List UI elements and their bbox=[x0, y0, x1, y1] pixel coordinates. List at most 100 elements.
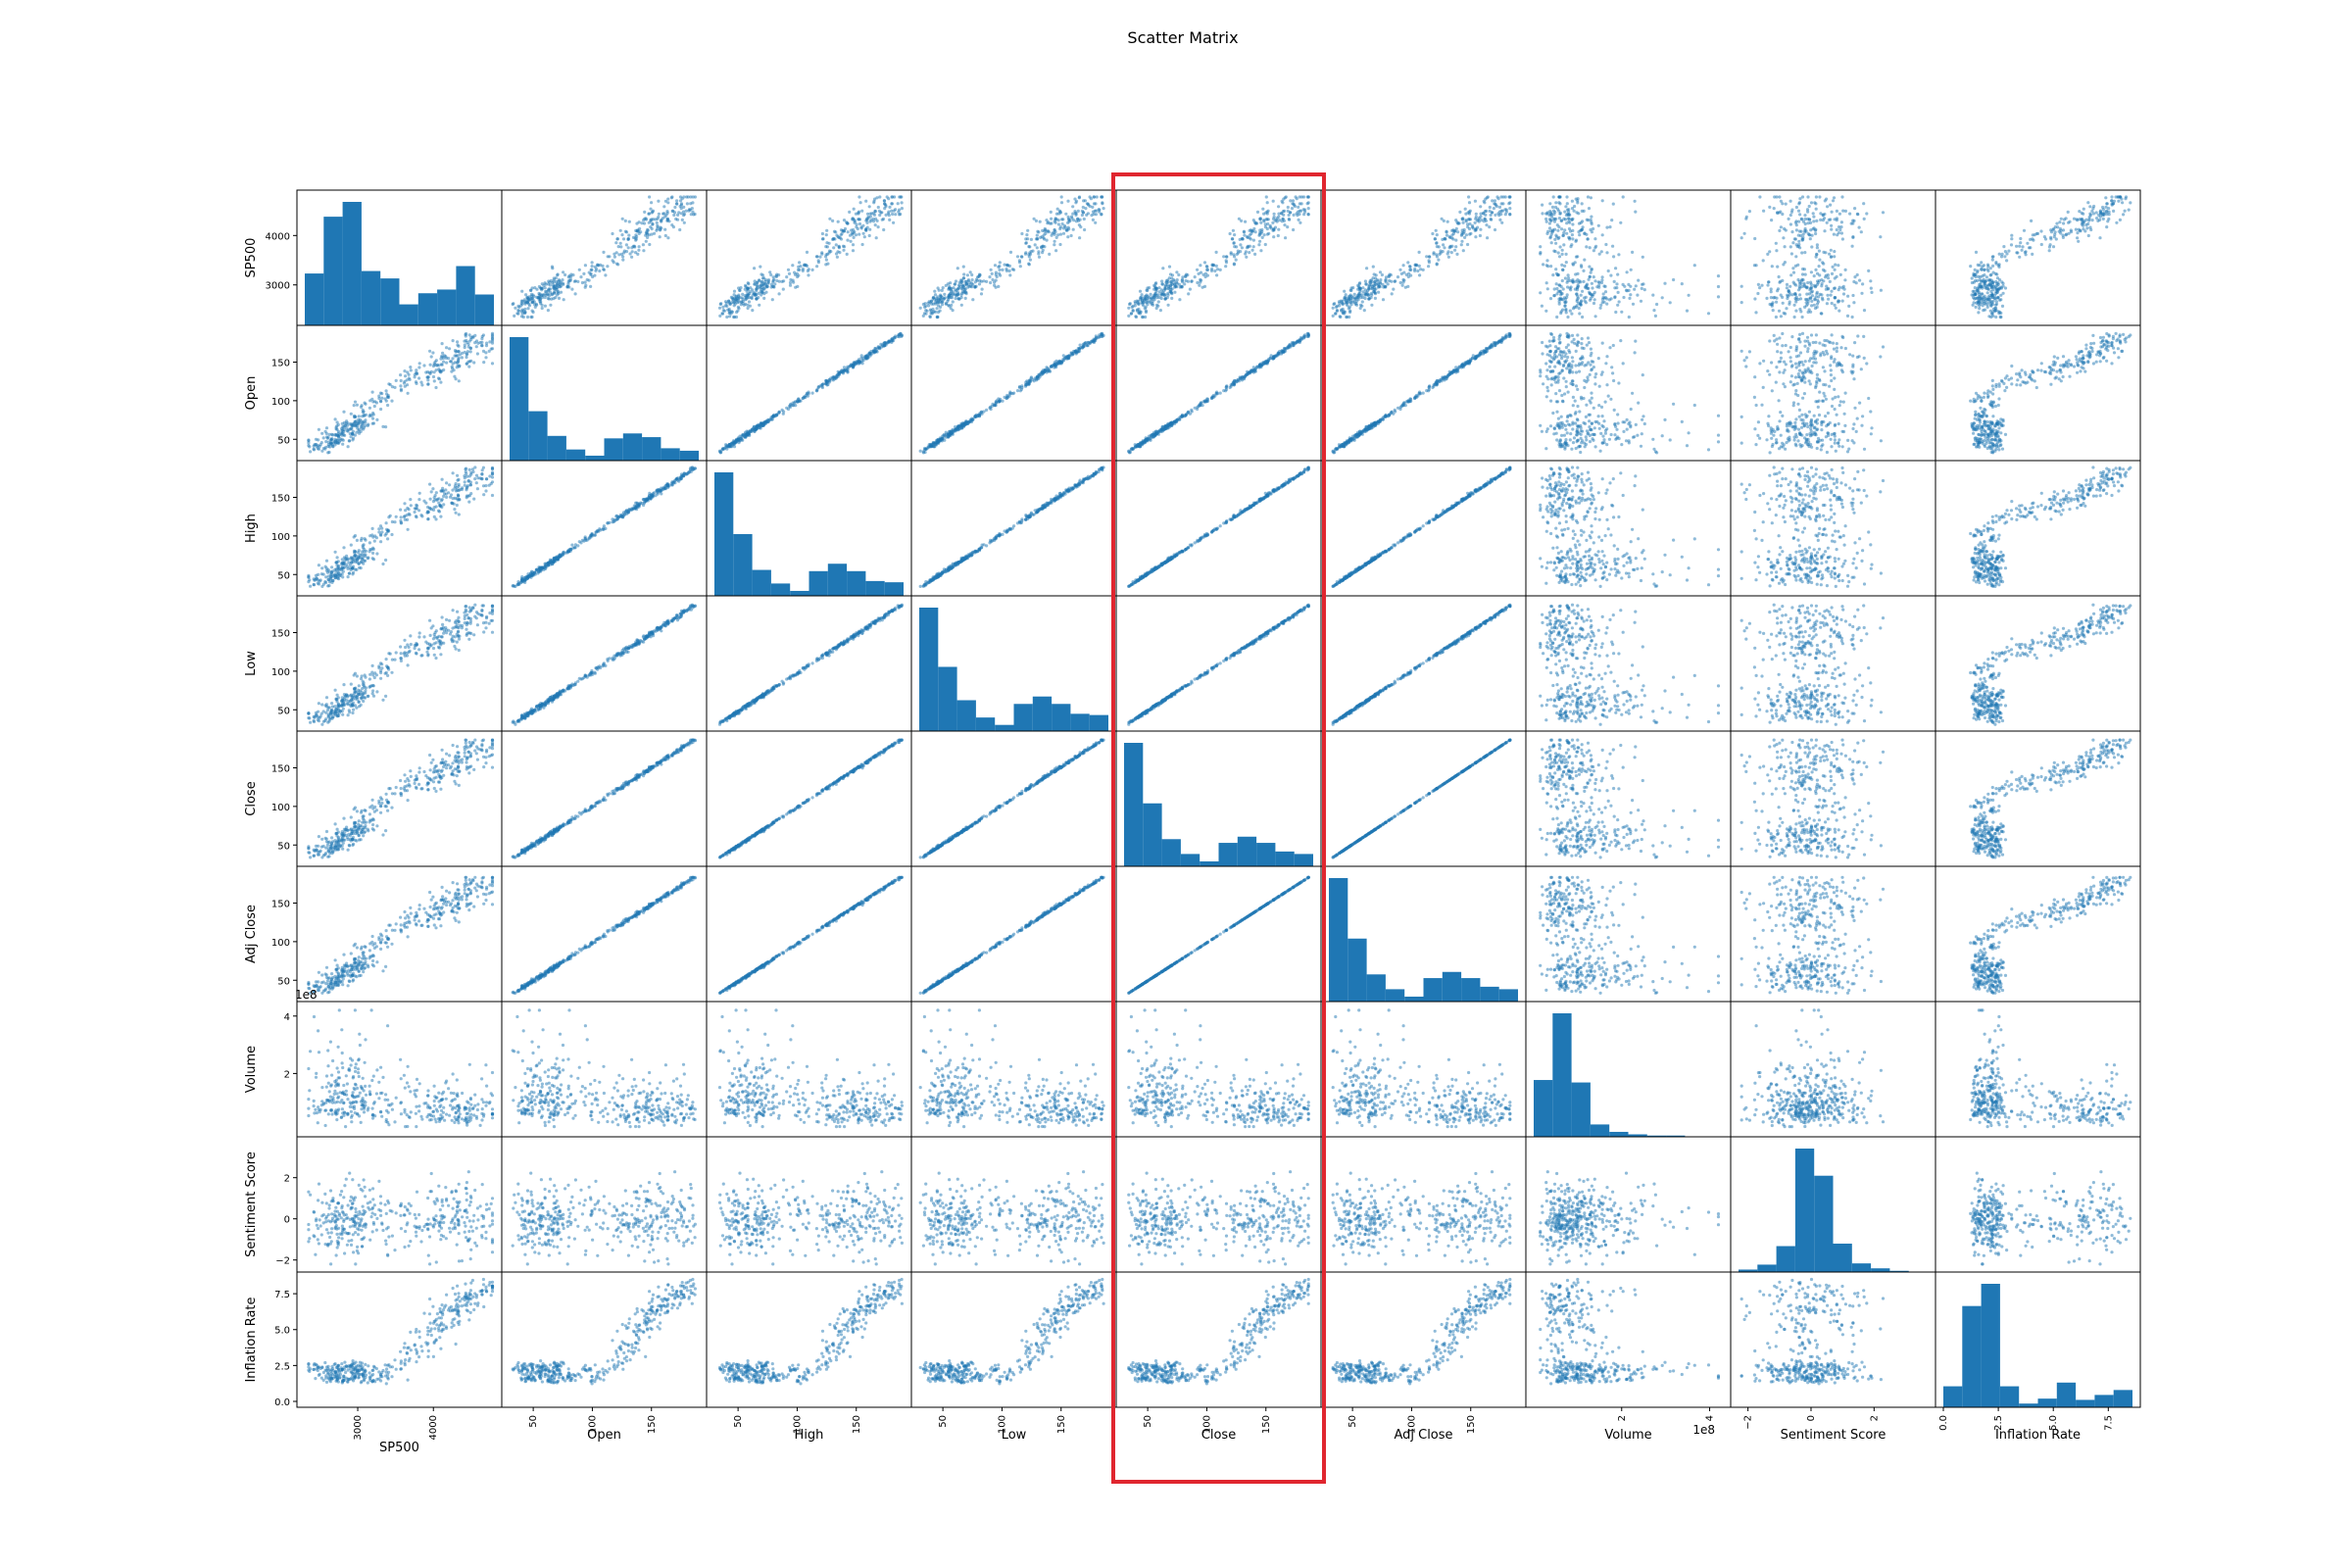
data-point bbox=[1636, 294, 1639, 297]
data-point bbox=[1155, 296, 1158, 299]
data-point bbox=[1856, 213, 1859, 216]
data-point bbox=[1094, 221, 1097, 224]
data-point bbox=[937, 286, 940, 289]
data-point bbox=[1339, 316, 1342, 318]
data-point bbox=[1762, 259, 1765, 262]
data-point bbox=[656, 227, 659, 230]
data-point bbox=[985, 409, 988, 412]
data-point bbox=[1808, 309, 1811, 312]
data-point bbox=[1817, 281, 1820, 284]
data-point bbox=[1604, 285, 1607, 288]
data-point bbox=[741, 439, 744, 442]
data-point bbox=[357, 418, 360, 421]
data-point bbox=[1297, 206, 1299, 209]
data-point bbox=[945, 302, 948, 305]
data-point bbox=[999, 400, 1002, 403]
data-point bbox=[868, 228, 871, 231]
data-point bbox=[964, 420, 967, 423]
data-point bbox=[672, 214, 675, 217]
data-point bbox=[2031, 253, 2034, 256]
data-point bbox=[960, 292, 963, 295]
data-point bbox=[1077, 210, 1080, 213]
data-point bbox=[771, 280, 774, 283]
data-point bbox=[1160, 279, 1163, 282]
data-point bbox=[1814, 269, 1817, 271]
data-point bbox=[2068, 220, 2071, 223]
data-point bbox=[1775, 242, 1778, 245]
data-point bbox=[894, 213, 897, 216]
data-point bbox=[1973, 274, 1976, 277]
data-point bbox=[993, 281, 996, 284]
data-point bbox=[342, 439, 345, 442]
data-point bbox=[1812, 227, 1815, 230]
data-point bbox=[1345, 299, 1348, 302]
data-point bbox=[1826, 294, 1829, 297]
data-point bbox=[454, 349, 457, 352]
data-point bbox=[1794, 220, 1797, 222]
data-point bbox=[738, 439, 741, 442]
data-point bbox=[1686, 310, 1689, 313]
data-point bbox=[1450, 251, 1453, 254]
data-point bbox=[360, 427, 363, 430]
data-point bbox=[1019, 389, 1022, 392]
data-point bbox=[1449, 245, 1452, 248]
data-point bbox=[797, 269, 800, 271]
data-point bbox=[1798, 213, 1801, 216]
data-point bbox=[1036, 246, 1039, 249]
data-point bbox=[1030, 375, 1033, 378]
data-point bbox=[746, 293, 749, 296]
data-point bbox=[1212, 264, 1215, 267]
data-point bbox=[724, 304, 727, 307]
data-point bbox=[1974, 269, 1977, 271]
data-point bbox=[1287, 206, 1290, 209]
data-point bbox=[1363, 309, 1366, 312]
data-point bbox=[686, 202, 689, 205]
data-point bbox=[1778, 310, 1781, 313]
data-point bbox=[991, 405, 994, 408]
data-point bbox=[1604, 243, 1607, 246]
data-point bbox=[2058, 220, 2061, 223]
data-point bbox=[1999, 298, 2002, 301]
data-point bbox=[1869, 279, 1872, 282]
data-point bbox=[649, 208, 652, 211]
data-point bbox=[1566, 209, 1569, 212]
data-point bbox=[924, 305, 927, 308]
data-point bbox=[2091, 207, 2094, 210]
data-point bbox=[1435, 253, 1438, 256]
data-point bbox=[1753, 264, 1756, 267]
data-point bbox=[1776, 211, 1779, 214]
data-point bbox=[882, 218, 885, 220]
data-point bbox=[765, 285, 768, 288]
data-point bbox=[1544, 310, 1547, 313]
data-point bbox=[1475, 213, 1478, 216]
data-point bbox=[1042, 236, 1045, 239]
data-point bbox=[562, 270, 564, 273]
data-point bbox=[403, 369, 406, 372]
data-point bbox=[901, 207, 904, 210]
data-point bbox=[1361, 300, 1364, 303]
data-point bbox=[1825, 285, 1828, 288]
data-point bbox=[875, 236, 878, 239]
data-point bbox=[1127, 315, 1130, 318]
data-point bbox=[2059, 231, 2062, 234]
data-point bbox=[1450, 236, 1453, 239]
data-point bbox=[439, 381, 442, 384]
data-point bbox=[1144, 316, 1147, 318]
data-point bbox=[878, 210, 881, 213]
data-point bbox=[1244, 375, 1247, 378]
data-point bbox=[1159, 292, 1162, 295]
data-point bbox=[1576, 201, 1579, 204]
data-point bbox=[1374, 280, 1377, 283]
data-point bbox=[619, 242, 622, 245]
data-point bbox=[515, 312, 518, 315]
data-point bbox=[2040, 243, 2043, 246]
data-point bbox=[1830, 224, 1833, 227]
data-point bbox=[2119, 219, 2122, 221]
data-point bbox=[789, 281, 792, 284]
data-point bbox=[2098, 236, 2101, 239]
data-point bbox=[1302, 195, 1305, 198]
data-point bbox=[1542, 263, 1544, 266]
data-point bbox=[971, 298, 974, 301]
data-point bbox=[426, 375, 429, 378]
data-point bbox=[719, 303, 722, 306]
